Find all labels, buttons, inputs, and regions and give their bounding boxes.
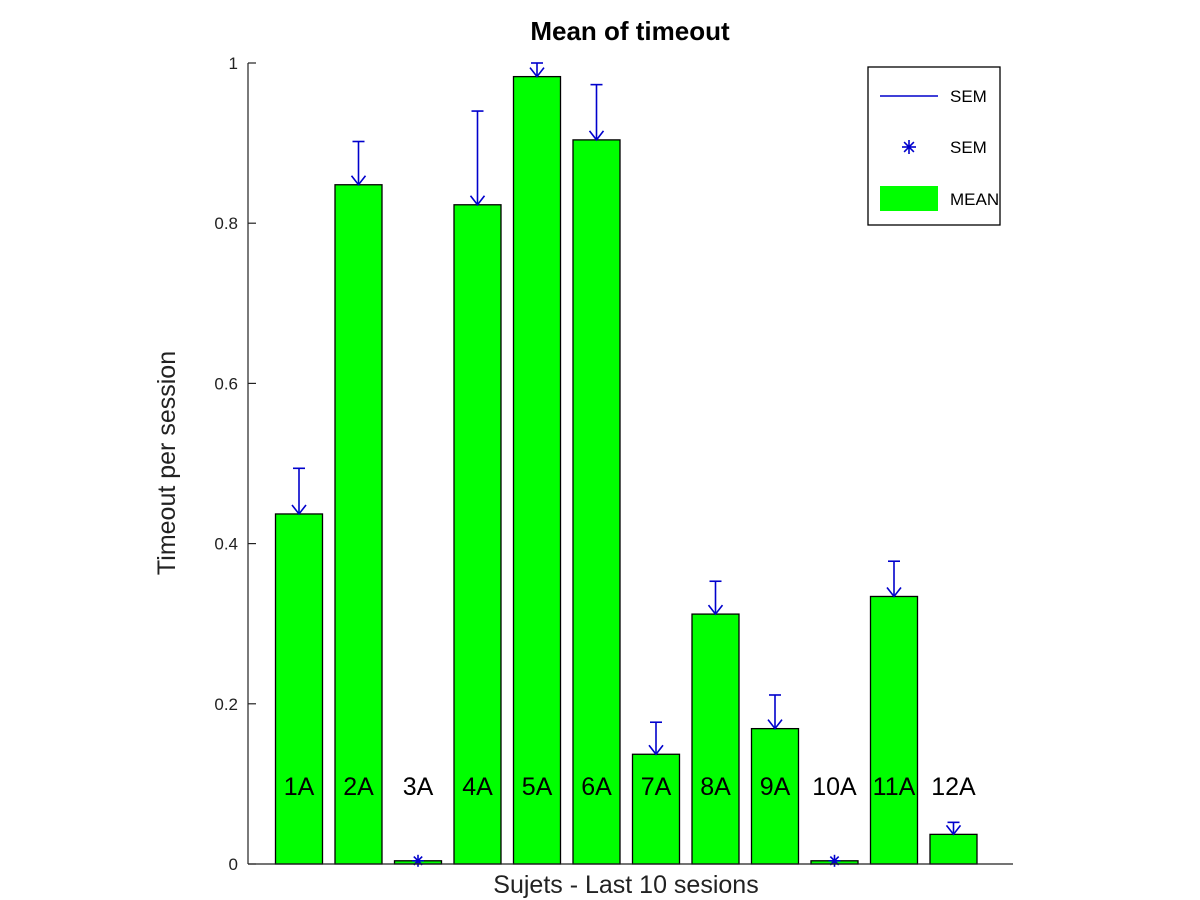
error-marker <box>412 854 424 867</box>
x-axis-label: Sujets - Last 10 sesions <box>493 871 758 899</box>
category-label: 2A <box>343 773 374 801</box>
error-bar-arrow <box>648 744 664 756</box>
error-bar-arrow <box>350 175 367 187</box>
y-tick-label: 0.4 <box>214 535 238 554</box>
bar <box>929 833 978 865</box>
y-tick-label: 0.2 <box>214 695 238 714</box>
category-label: 12A <box>931 773 976 801</box>
bar <box>274 513 324 865</box>
legend-entry-label: MEAN <box>950 190 999 209</box>
category-label: 8A <box>700 773 731 801</box>
category-label: 10A <box>812 773 857 801</box>
bar <box>869 595 919 865</box>
y-tick-label: 0.6 <box>214 374 238 393</box>
error-bar-arrow <box>707 604 724 616</box>
error-bar-arrow <box>529 67 545 78</box>
legend-marker-swatch <box>902 140 916 154</box>
bar <box>750 727 800 865</box>
legend-entry-label: SEM <box>950 138 987 157</box>
error-bar-arrow <box>469 195 486 207</box>
legend-entry-label: SEM <box>950 87 987 106</box>
category-label: 1A <box>284 773 315 801</box>
axes-group: 0 0.2 0.4 0.6 0.8 1 <box>214 54 1013 874</box>
error-bar-arrow <box>767 719 783 730</box>
category-label: 4A <box>462 773 493 801</box>
y-axis-label: Timeout per session <box>153 351 181 575</box>
bar <box>691 613 740 865</box>
category-label: 6A <box>581 773 612 801</box>
bar <box>512 75 562 865</box>
category-label: 9A <box>760 773 791 801</box>
category-label: 11A <box>873 773 916 801</box>
error-bar-arrow <box>945 824 962 836</box>
error-bars-group <box>291 62 962 867</box>
category-label: 7A <box>641 773 672 801</box>
error-bar-arrow <box>291 504 307 516</box>
legend: SEM SEM MEAN <box>867 66 1001 226</box>
category-label: 5A <box>522 773 553 801</box>
bar <box>572 139 621 865</box>
category-labels-group: 1A 2A 3A 4A 5A 6A 7A 8A 9A 10A 11A 12A <box>284 773 976 801</box>
error-bar-arrow <box>588 130 605 142</box>
y-tick-label: 0.8 <box>214 214 238 233</box>
error-marker <box>828 854 841 867</box>
category-label: 3A <box>403 773 434 801</box>
y-tick-label: 1 <box>229 54 238 73</box>
bar <box>334 184 383 865</box>
legend-bar-swatch <box>880 186 938 211</box>
bar <box>631 753 681 865</box>
bar <box>453 204 502 865</box>
error-bar-arrow <box>886 586 902 598</box>
y-tick-label: 0 <box>229 855 238 874</box>
chart-title: Mean of timeout <box>530 16 730 46</box>
